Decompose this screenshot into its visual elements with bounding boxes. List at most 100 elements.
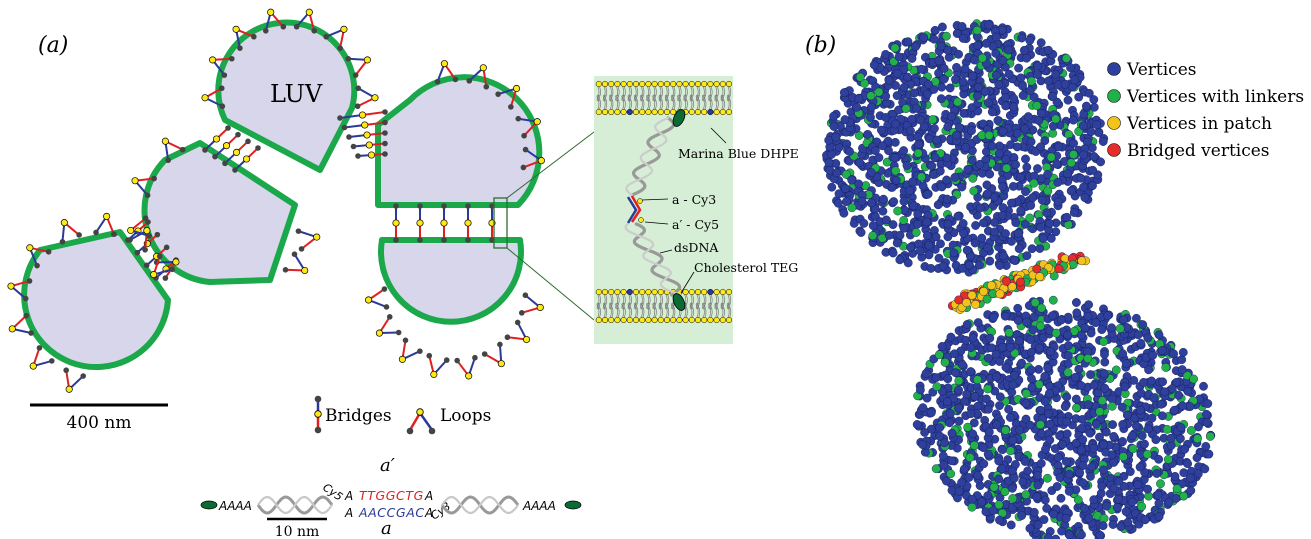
vertex-blue	[1160, 387, 1170, 397]
cholesterol-teg	[672, 293, 686, 311]
lipid-head	[682, 288, 689, 296]
vertex-blue	[1129, 375, 1139, 385]
bilayer-bottom	[595, 288, 733, 324]
vertex-blue	[1089, 95, 1099, 105]
vertex-blue	[998, 126, 1008, 136]
vertex-blue	[1107, 323, 1117, 333]
lipid-head	[663, 316, 671, 324]
loops-legend-label: Loops	[440, 406, 491, 426]
vertex-blue	[1025, 524, 1035, 533]
vertex-blue	[1006, 520, 1016, 530]
vertex-blue	[918, 403, 928, 413]
vertex-green	[1128, 444, 1138, 454]
vertex-blue	[1004, 69, 1014, 79]
vertex-blue	[967, 494, 977, 504]
vertex-blue	[930, 26, 940, 35]
vertex-blue	[1137, 431, 1147, 441]
vertex-blue	[1061, 513, 1071, 523]
vertex-green	[1043, 473, 1052, 483]
lipid-head	[626, 108, 633, 116]
vertex-blue	[1010, 256, 1020, 265]
cholesterol-pointer	[680, 271, 695, 294]
vertex-blue	[1151, 435, 1161, 445]
vertex-blue	[983, 491, 993, 501]
vertex-blue	[1066, 186, 1076, 196]
lipid-head	[651, 288, 658, 296]
vertex-blue	[993, 116, 1003, 125]
cy3-pointer	[641, 198, 669, 201]
vertex-green	[847, 203, 857, 213]
vertex-blue	[979, 218, 988, 228]
vertex-blue	[949, 248, 959, 258]
lipid-head	[713, 108, 720, 116]
vertex-green	[882, 157, 892, 167]
vertex-green	[1073, 495, 1083, 505]
vertex-blue	[899, 83, 909, 92]
vertex-blue	[1099, 369, 1109, 378]
vertex-blue	[982, 180, 992, 190]
vertex-blue	[971, 221, 980, 230]
bridge	[464, 203, 472, 243]
vertex-blue	[991, 372, 1001, 382]
vertex-blue	[914, 139, 923, 149]
vertex-green	[860, 79, 869, 88]
vertex-blue	[987, 141, 997, 151]
vertex-blue	[954, 486, 964, 496]
bilayer-top	[595, 80, 733, 116]
vertex-blue	[1062, 212, 1072, 222]
vertex-blue	[1200, 464, 1210, 474]
vertex-blue	[907, 114, 917, 124]
helix-strand	[257, 495, 333, 515]
vertex-blue	[936, 239, 945, 249]
lipid-head	[657, 80, 664, 88]
vertex-blue	[1100, 383, 1110, 393]
vertex-blue	[899, 223, 909, 233]
vertex-blue	[933, 200, 943, 210]
vertex-blue	[1154, 454, 1164, 464]
vertex-blue	[1084, 513, 1094, 523]
vesicle-3	[215, 19, 358, 173]
vertex-blue	[929, 34, 939, 44]
vertex-blue	[845, 147, 854, 156]
vertex-blue	[1003, 45, 1013, 55]
vertex-blue	[1076, 330, 1086, 340]
lipid-head	[719, 288, 726, 296]
vertex-blue	[1062, 392, 1072, 402]
seq-top-right-a: A	[424, 489, 433, 503]
vertex-blue	[1064, 351, 1073, 361]
vertex-green	[1046, 152, 1056, 162]
vertex-blue	[1140, 439, 1149, 449]
vertex-yellow	[987, 281, 996, 290]
cy3-label: a - Cy3	[672, 192, 716, 207]
vertex-blue	[1007, 198, 1016, 208]
vertex-blue	[869, 60, 879, 70]
vertex-blue	[957, 22, 967, 31]
vertex-blue	[1174, 390, 1184, 400]
loop	[93, 212, 117, 238]
vertex-blue	[1018, 81, 1027, 91]
vertex-blue	[1194, 422, 1203, 432]
bridge	[346, 130, 388, 140]
vertex-blue	[970, 238, 980, 248]
bridge	[392, 203, 400, 243]
vertex-blue	[925, 134, 934, 144]
loops-group	[7, 8, 545, 393]
vertex-blue	[947, 428, 957, 438]
vertex-blue	[1140, 515, 1150, 525]
vertex-blue	[895, 230, 905, 240]
vertex-blue	[916, 385, 925, 395]
panel-b-label: (b)	[805, 33, 836, 58]
vertex-blue	[958, 77, 968, 87]
vertex-blue	[1035, 343, 1044, 353]
vertex-blue	[1170, 471, 1180, 481]
vertex-blue	[967, 126, 976, 136]
vertex-blue	[908, 177, 918, 187]
vertex-blue	[839, 88, 849, 98]
vertex-blue	[884, 75, 894, 85]
vertex-green	[983, 384, 993, 394]
vertex-blue	[856, 228, 866, 237]
lipid-head	[707, 108, 714, 116]
vertex-blue	[1045, 435, 1055, 445]
seq-a-label: a	[381, 518, 392, 539]
